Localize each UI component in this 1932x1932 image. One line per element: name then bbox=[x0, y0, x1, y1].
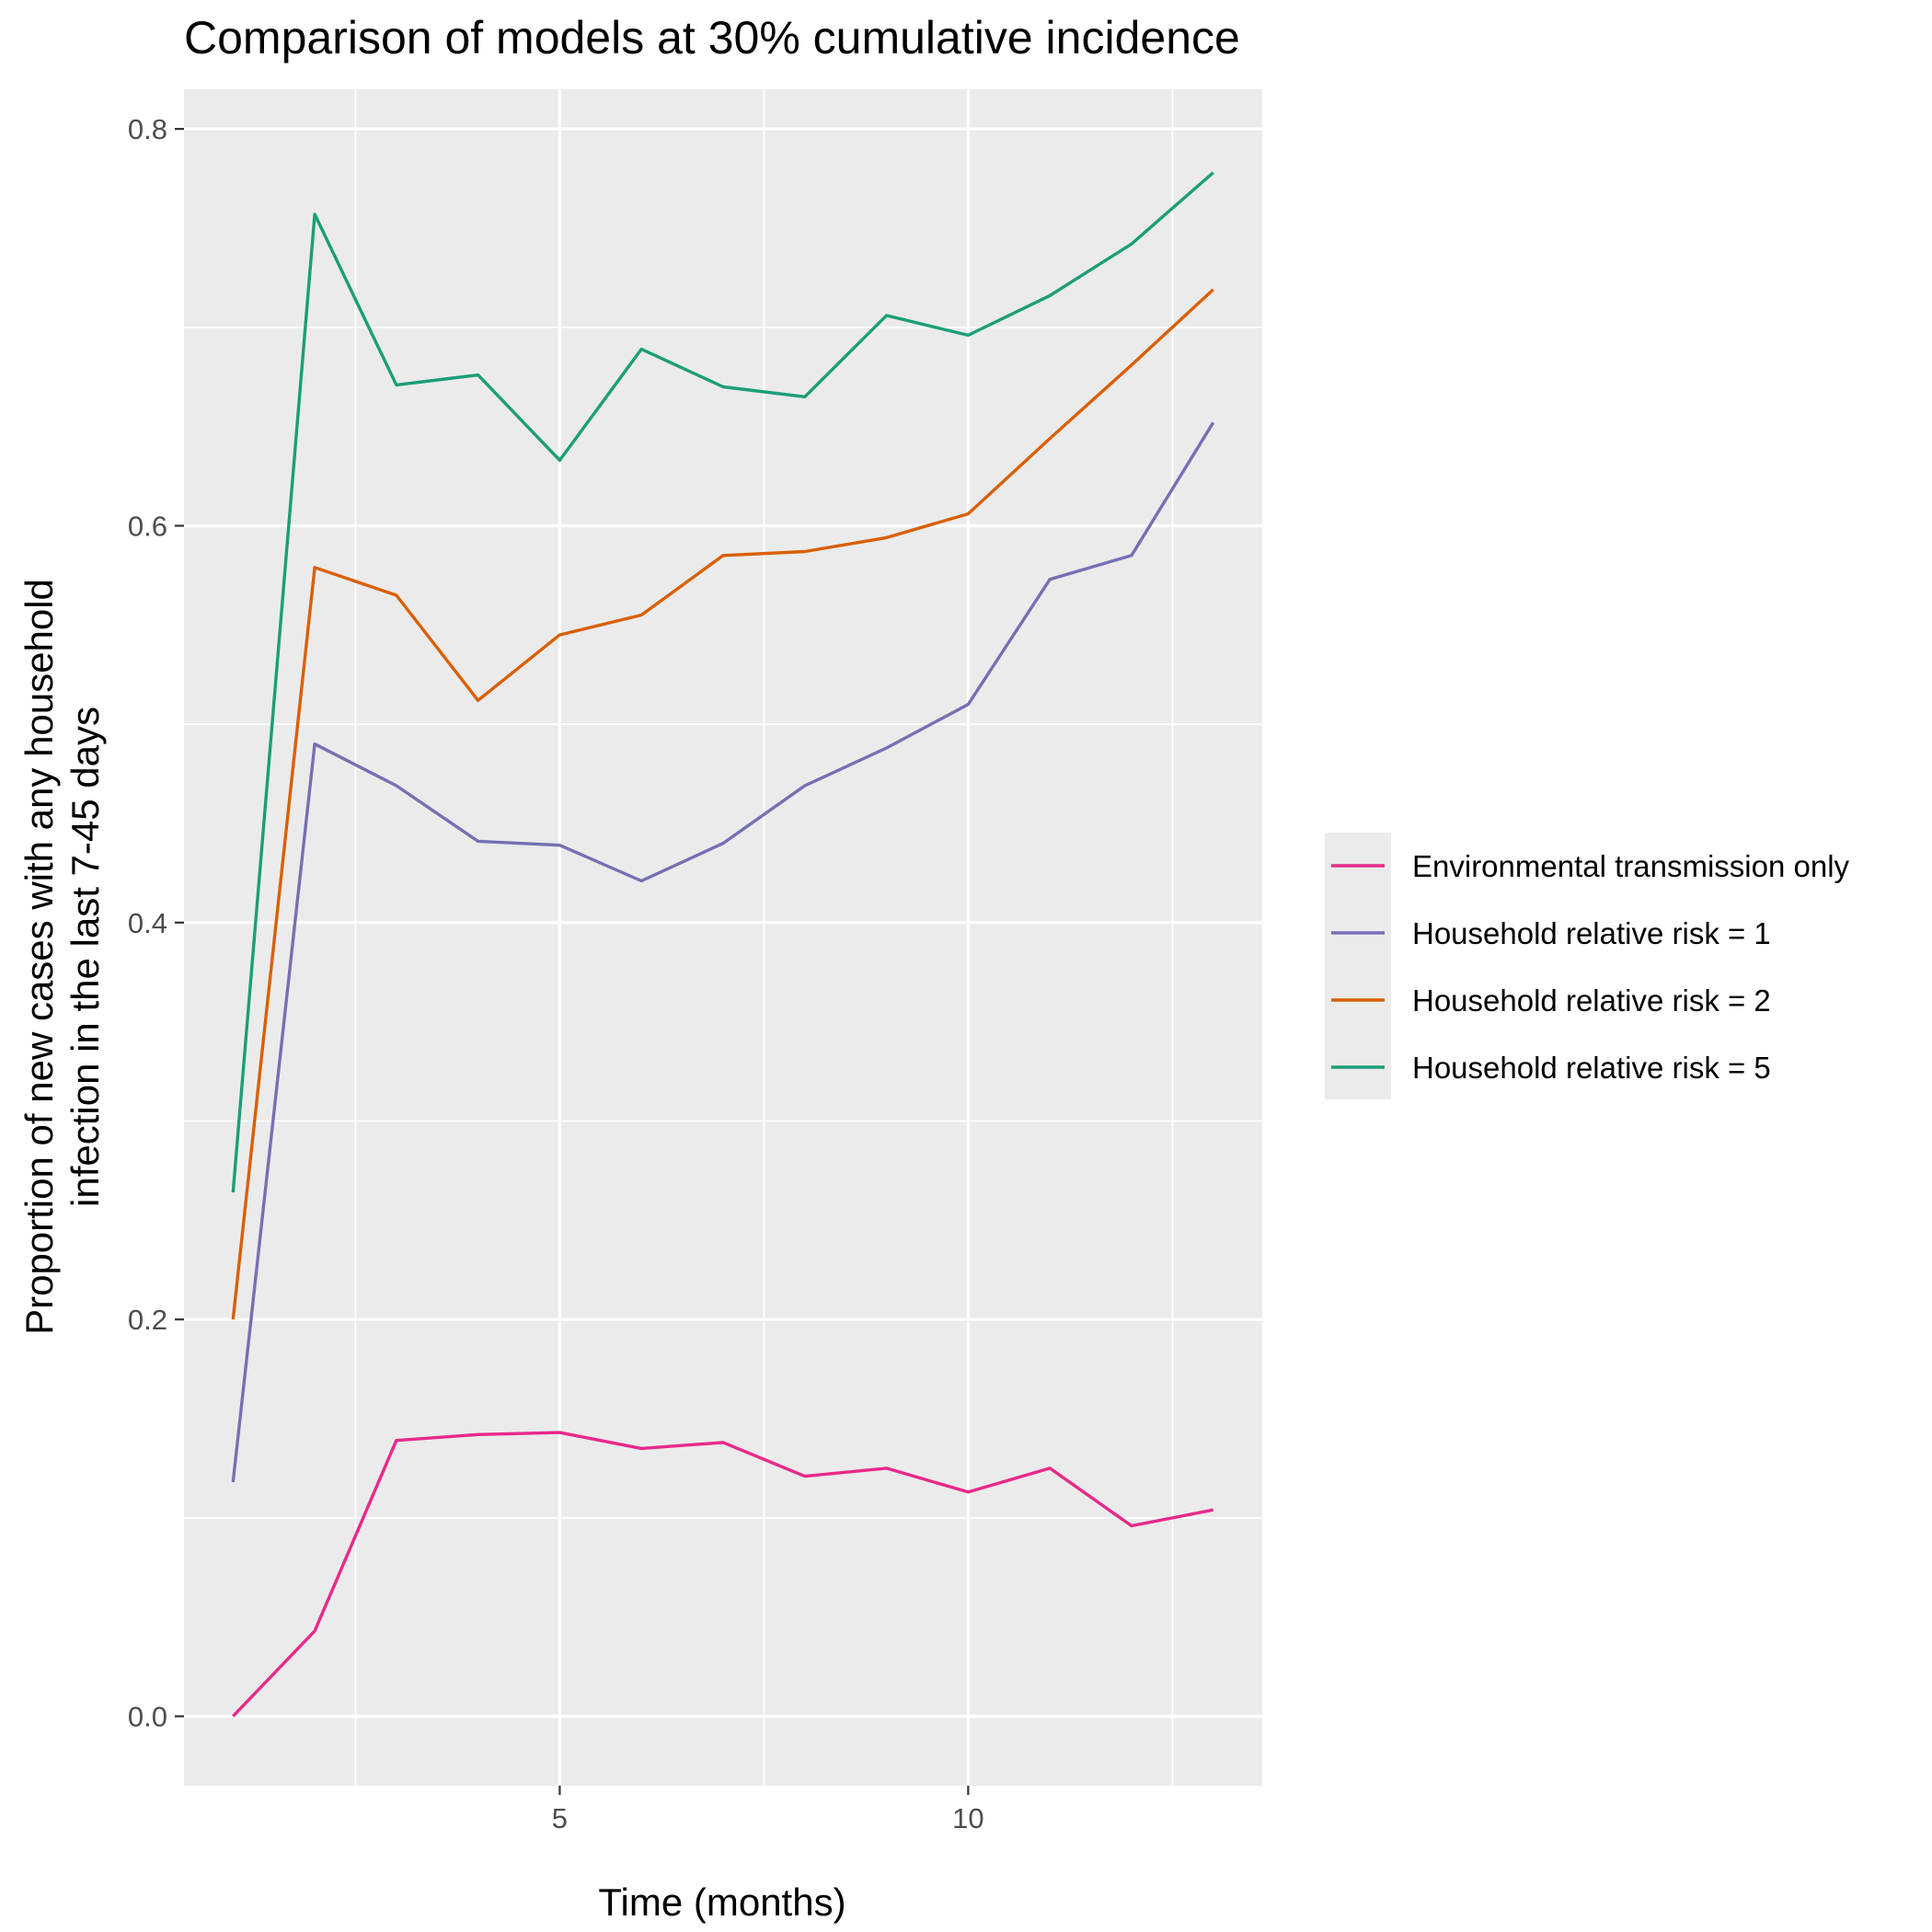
x-axis-title: Time (months) bbox=[598, 1880, 845, 1924]
y-axis-title: Proportion of new cases with any househo… bbox=[17, 579, 107, 1335]
y-tick-label: 0.0 bbox=[128, 1701, 167, 1733]
y-axis-title-line-2: infection in the last 7-45 days bbox=[63, 707, 107, 1207]
legend: Environmental transmission only Household… bbox=[1325, 833, 1850, 1099]
axes: 0.0 0.2 0.4 0.6 0.8 5 10 bbox=[128, 113, 984, 1834]
x-tick-label: 10 bbox=[952, 1802, 983, 1834]
legend-label-3: Household relative risk = 2 bbox=[1412, 983, 1771, 1018]
y-tick-label: 0.4 bbox=[128, 907, 167, 939]
y-axis-title-line-1: Proportion of new cases with any househo… bbox=[17, 579, 61, 1335]
y-tick-label: 0.6 bbox=[128, 510, 167, 542]
series-line-1 bbox=[232, 1431, 1214, 1718]
legend-label-1: Environmental transmission only bbox=[1412, 849, 1850, 883]
gridlines bbox=[184, 89, 1262, 1786]
legend-key-background bbox=[1325, 833, 1391, 1099]
plot-panel bbox=[184, 89, 1262, 1786]
y-tick-label: 0.8 bbox=[128, 113, 167, 145]
series-line-3 bbox=[231, 288, 1214, 1320]
legend-label-4: Household relative risk = 5 bbox=[1412, 1051, 1771, 1085]
chart-title: Comparison of models at 30% cumulative i… bbox=[184, 12, 1240, 63]
y-tick-label: 0.2 bbox=[128, 1304, 167, 1336]
legend-label-2: Household relative risk = 1 bbox=[1412, 916, 1771, 950]
series-line-2 bbox=[231, 421, 1215, 1483]
x-tick-label: 5 bbox=[552, 1802, 568, 1834]
data-series bbox=[231, 171, 1215, 1718]
series-line-4 bbox=[231, 171, 1214, 1193]
